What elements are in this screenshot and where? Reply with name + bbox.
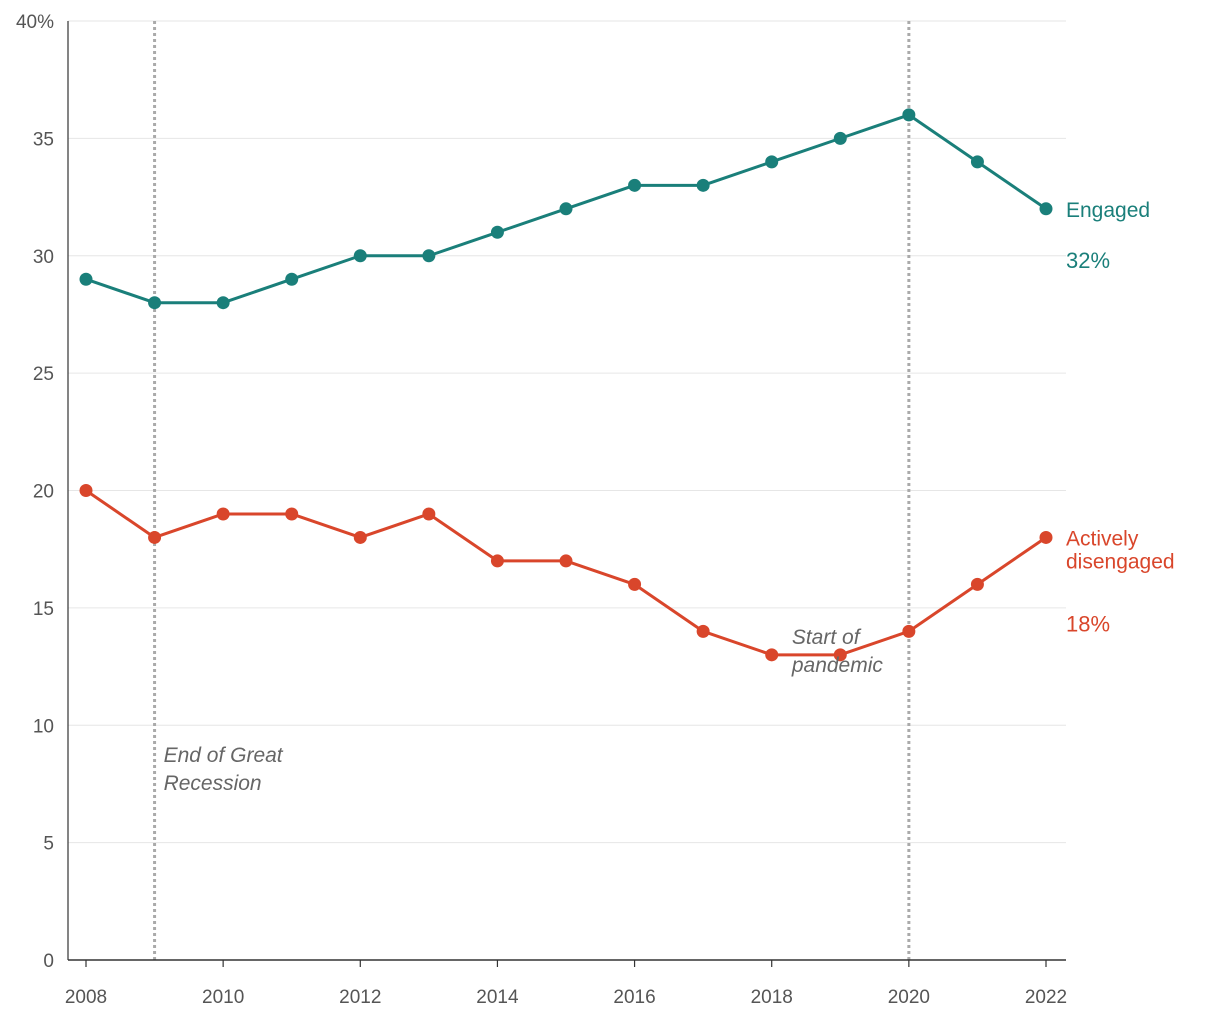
y-tick-label: 10: [33, 716, 54, 737]
data-point: [216, 507, 230, 521]
data-point: [628, 178, 642, 192]
data-point: [79, 272, 93, 286]
y-tick-label: 15: [33, 599, 54, 620]
data-point: [765, 648, 779, 662]
annotation-text: Start of: [792, 626, 862, 649]
data-point: [353, 530, 367, 544]
data-point: [559, 554, 573, 568]
data-point: [422, 507, 436, 521]
gridlines: [68, 20, 1066, 844]
series: [79, 108, 1053, 662]
data-point: [902, 624, 916, 638]
y-tick-label: 40%: [16, 12, 54, 33]
data-point: [833, 131, 847, 145]
series-label: Engaged: [1066, 199, 1150, 222]
data-point: [216, 296, 230, 310]
axes: 0 5 10 15 20 25 30 35 40% 2008 2010 2012 2014 2016 201…: [16, 12, 1067, 1008]
data-point: [148, 530, 162, 544]
data-point: [628, 577, 642, 591]
data-point: [970, 577, 984, 591]
y-tick-label: 0: [43, 951, 54, 972]
y-tick-label: 25: [33, 364, 54, 385]
data-point: [285, 272, 299, 286]
data-point: [490, 554, 504, 568]
annotation-text: End of Great: [164, 744, 284, 767]
x-tick-label: 2016: [613, 987, 655, 1008]
data-point: [559, 202, 573, 216]
data-point: [1039, 202, 1053, 216]
y-tick-label: 35: [33, 129, 54, 150]
x-tick-label: 2012: [339, 987, 381, 1008]
x-tick-label: 2014: [476, 987, 519, 1008]
data-point: [833, 648, 847, 662]
x-tick-label: 2010: [202, 987, 244, 1008]
data-point: [79, 484, 93, 497]
data-point: [285, 507, 299, 521]
series-end-value: 32%: [1066, 248, 1110, 273]
data-point: [148, 296, 162, 310]
data-point: [422, 249, 436, 263]
data-point: [353, 249, 367, 263]
series-label: disengaged: [1066, 550, 1175, 573]
data-point: [696, 624, 710, 638]
reference-lines: [153, 21, 911, 960]
y-tick-label: 20: [33, 482, 54, 503]
data-point: [765, 155, 779, 169]
x-tick-label: 2008: [65, 987, 107, 1008]
x-tick-label: 2018: [751, 987, 793, 1008]
series-label: Actively: [1066, 527, 1139, 550]
data-point: [970, 155, 984, 169]
x-tick-label: 2020: [888, 987, 930, 1008]
series-line-disengaged: [85, 489, 1047, 657]
y-tick-label: 30: [33, 247, 54, 268]
y-tick-label: 5: [43, 834, 54, 855]
data-point: [1039, 530, 1053, 544]
x-tick-label: 2022: [1025, 987, 1067, 1008]
annotation-text: pandemic: [791, 654, 884, 677]
annotation-text: Recession: [164, 772, 262, 795]
data-point: [696, 178, 710, 192]
data-point: [902, 108, 916, 122]
series-end-value: 18%: [1066, 611, 1110, 636]
data-point: [490, 225, 504, 239]
